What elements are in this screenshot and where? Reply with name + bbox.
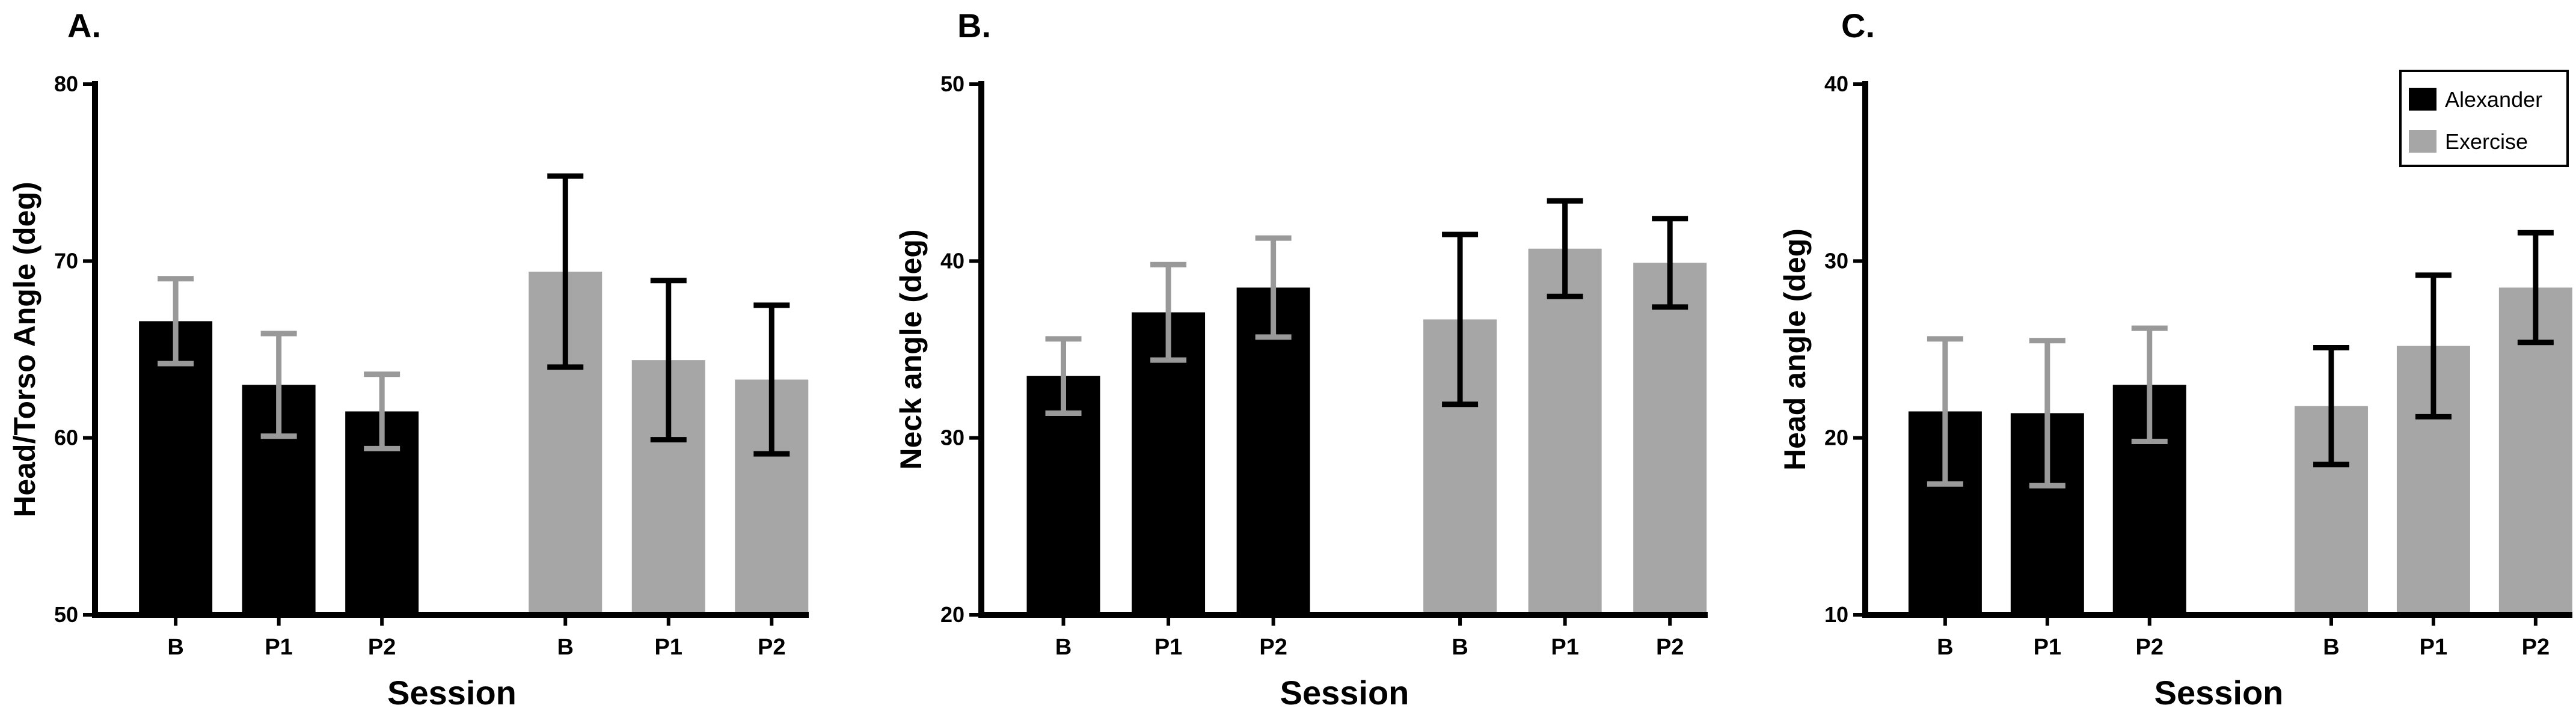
error-bar-alexander-p2 — [1255, 235, 1292, 340]
x-tick-label: B — [1937, 635, 1953, 660]
x-tick-label: P2 — [758, 635, 785, 660]
bar-alexander-p2 — [1236, 287, 1310, 615]
error-bar-alexander-b — [158, 276, 194, 367]
error-bar-alexander-p1 — [260, 331, 297, 439]
error-bar-alexander-b — [1927, 336, 1963, 487]
x-tick-label: B — [167, 635, 183, 660]
legend: Alexander Exercise — [2399, 70, 2569, 167]
y-tick-label: 80 — [54, 72, 78, 96]
panel-c: C. 10 20 30 40 B P1 P2 B P1 P2 Session Head angle (d… — [1778, 7, 2572, 712]
x-tick-label: B — [2323, 635, 2339, 660]
y-axis-title: Neck angle (deg) — [894, 229, 928, 469]
error-bar-exercise-p1 — [650, 278, 687, 443]
y-tick-label: 60 — [54, 426, 78, 450]
panel-letter: C. — [1841, 7, 1875, 44]
error-bar-alexander-p1 — [2029, 338, 2065, 489]
x-tick-label: P1 — [265, 635, 292, 660]
legend-box — [2399, 70, 2569, 167]
x-tick-label: B — [1055, 635, 1072, 660]
y-tick-label: 30 — [1824, 248, 1848, 273]
error-bar-exercise-b — [2313, 345, 2349, 468]
legend-label-exercise: Exercise — [2445, 129, 2528, 154]
error-bar-alexander-b — [1045, 336, 1082, 416]
error-bar-alexander-p2 — [2131, 325, 2168, 445]
y-tick-label: 20 — [1824, 426, 1848, 450]
x-axis-title: Session — [387, 674, 517, 712]
x-tick-label: B — [1452, 635, 1468, 660]
x-tick-label: B — [557, 635, 574, 660]
error-bar-exercise-p2 — [753, 302, 790, 457]
x-tick-label: P2 — [368, 635, 396, 660]
error-bar-exercise-b — [1442, 231, 1479, 407]
x-tick-label: P2 — [1656, 635, 1684, 660]
x-axis-title: Session — [2154, 674, 2284, 712]
y-tick-label: 50 — [54, 602, 78, 627]
legend-swatch-exercise — [2409, 130, 2436, 153]
x-tick-label: P1 — [2420, 635, 2447, 660]
panel-b: B. 20 30 40 50 B P1 P2 B P1 P2 Session Neck angle (d… — [894, 7, 1708, 712]
x-axis-title: Session — [1280, 674, 1409, 712]
y-tick-label: 40 — [940, 248, 964, 273]
error-bar-exercise-p1 — [1547, 198, 1583, 299]
error-bar-exercise-p1 — [2415, 272, 2452, 419]
y-tick-label: 20 — [940, 602, 964, 627]
y-tick-label: 50 — [940, 72, 964, 96]
x-tick-label: P1 — [2034, 635, 2061, 660]
bar-exercise-p1 — [1528, 248, 1602, 615]
x-tick-label: P2 — [1259, 635, 1287, 660]
error-bar-exercise-b — [547, 173, 584, 370]
panel-letter: B. — [957, 7, 991, 44]
y-tick-label: 10 — [1824, 602, 1848, 627]
panel-a: A. 50 60 70 80 B P1 P2 B P1 P2 Session Head/Torso An… — [8, 7, 809, 712]
bar-alexander-b — [139, 321, 213, 615]
y-tick-label: 30 — [940, 426, 964, 450]
legend-label-alexander: Alexander — [2445, 87, 2542, 112]
y-axis-title: Head angle (deg) — [1778, 228, 1812, 471]
x-tick-label: P2 — [2136, 635, 2164, 660]
legend-swatch-alexander — [2409, 88, 2436, 111]
error-bar-exercise-p2 — [2517, 230, 2554, 346]
panel-letter: A. — [67, 7, 101, 44]
y-tick-label: 40 — [1824, 72, 1848, 96]
x-tick-label: P1 — [655, 635, 682, 660]
y-axis-title: Head/Torso Angle (deg) — [8, 182, 41, 517]
error-bar-exercise-p2 — [1652, 216, 1688, 310]
x-tick-label: P1 — [1155, 635, 1182, 660]
error-bar-alexander-p1 — [1150, 261, 1187, 363]
bar-exercise-p2 — [1633, 263, 1707, 615]
x-tick-label: P2 — [2522, 635, 2550, 660]
y-tick-label: 70 — [54, 248, 78, 273]
error-bar-alexander-p2 — [364, 371, 400, 451]
x-tick-label: P1 — [1551, 635, 1578, 660]
